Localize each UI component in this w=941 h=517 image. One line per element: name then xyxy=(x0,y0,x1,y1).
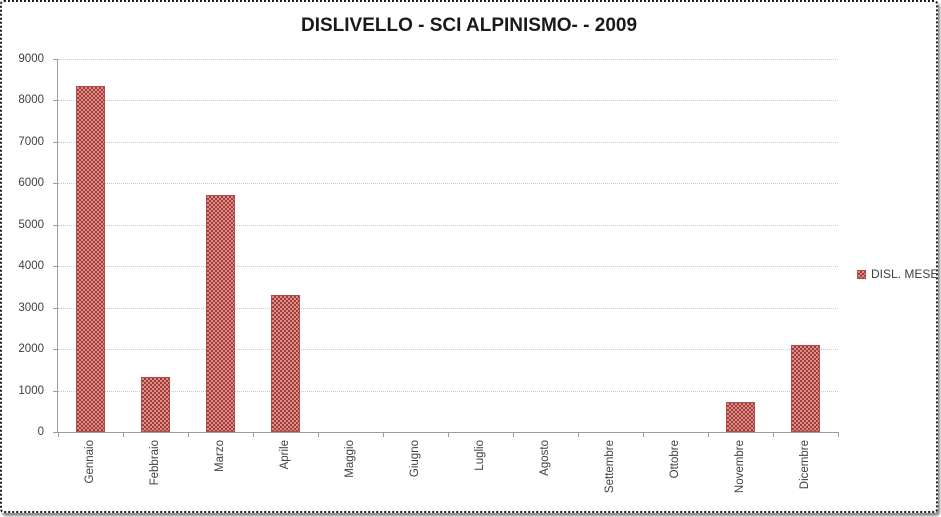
x-axis-tick xyxy=(513,432,514,437)
plot-area xyxy=(53,59,839,437)
y-axis-tick xyxy=(53,224,58,226)
chart-title: DISLIVELLO - SCI ALPINISMO- - 2009 xyxy=(300,15,638,36)
y-axis-tick-label: 2000 xyxy=(18,343,44,356)
gridline xyxy=(58,100,838,102)
y-axis-tick-label: 1000 xyxy=(18,384,44,397)
x-axis-tick xyxy=(773,432,774,437)
bar-febbraio[interactable] xyxy=(141,377,170,432)
y-axis-tick xyxy=(53,266,58,268)
y-axis-tick-label: 5000 xyxy=(18,218,44,231)
y-axis-tick xyxy=(53,141,58,143)
gridline xyxy=(58,183,838,185)
y-axis: 0 1000 2000 3000 4000 5000 6000 7000 8000 9000 xyxy=(6,53,50,438)
x-axis-label-febbraio: Febbraio xyxy=(148,440,161,486)
y-axis-tick xyxy=(53,307,58,309)
gridline xyxy=(58,59,838,60)
x-axis-label-ottobre: Ottobre xyxy=(668,440,681,479)
y-axis-tick-label: 9000 xyxy=(18,53,44,65)
x-axis-tick xyxy=(643,432,644,437)
legend[interactable]: DISL. MESE xyxy=(857,267,938,281)
x-axis-tick xyxy=(123,432,124,437)
x-axis-tick xyxy=(448,432,449,437)
x-axis-label-maggio: Maggio xyxy=(343,440,356,478)
gridline xyxy=(58,141,838,143)
x-axis-tick xyxy=(578,432,579,437)
x-axis-tick xyxy=(708,432,709,437)
x-axis-tick xyxy=(383,432,384,437)
x-axis-tick xyxy=(188,432,189,437)
y-axis-tick-label: 4000 xyxy=(18,260,44,273)
gridline xyxy=(58,390,838,392)
gridline xyxy=(58,266,838,268)
y-axis-tick-label: 6000 xyxy=(18,177,44,190)
y-axis-tick xyxy=(53,349,58,351)
bar-marzo[interactable] xyxy=(206,195,235,432)
legend-swatch-icon xyxy=(857,269,866,279)
x-axis-label-agosto: Agosto xyxy=(538,440,551,476)
x-axis-tick xyxy=(838,432,839,437)
y-axis-tick-label: 0 xyxy=(37,426,44,438)
bar-dicembre[interactable] xyxy=(791,345,820,432)
x-axis-label-marzo: Marzo xyxy=(213,440,226,472)
y-axis-tick xyxy=(53,183,58,185)
bar-gennaio[interactable] xyxy=(76,86,105,432)
gridline xyxy=(58,307,838,309)
bar-aprile[interactable] xyxy=(271,295,300,432)
y-axis-tick-label: 7000 xyxy=(18,135,44,148)
y-axis-tick-label: 3000 xyxy=(18,301,44,314)
y-axis-tick xyxy=(53,432,58,433)
y-axis-tick-label: 8000 xyxy=(18,94,44,107)
gridline xyxy=(58,224,838,226)
x-axis-tick xyxy=(58,432,59,437)
x-axis-label-aprile: Aprile xyxy=(278,440,291,470)
legend-label: DISL. MESE xyxy=(871,267,939,281)
y-axis-tick xyxy=(53,59,58,60)
x-axis: Gennaio Febbraio Marzo Aprile Maggio Giugno Lu… xyxy=(57,440,837,515)
y-axis-tick xyxy=(53,390,58,392)
gridline xyxy=(58,349,838,351)
x-axis-label-gennaio: Gennaio xyxy=(83,440,96,484)
x-axis-tick xyxy=(318,432,319,437)
x-axis-tick xyxy=(253,432,254,437)
x-axis-label-luglio: Luglio xyxy=(473,440,486,471)
x-axis-label-giugno: Giugno xyxy=(408,440,421,478)
bar-novembre[interactable] xyxy=(726,402,755,432)
x-axis-label-dicembre: Dicembre xyxy=(798,440,811,490)
x-axis-label-settembre: Settembre xyxy=(603,440,616,494)
x-axis-label-novembre: Novembre xyxy=(733,440,746,494)
y-axis-tick xyxy=(53,100,58,102)
